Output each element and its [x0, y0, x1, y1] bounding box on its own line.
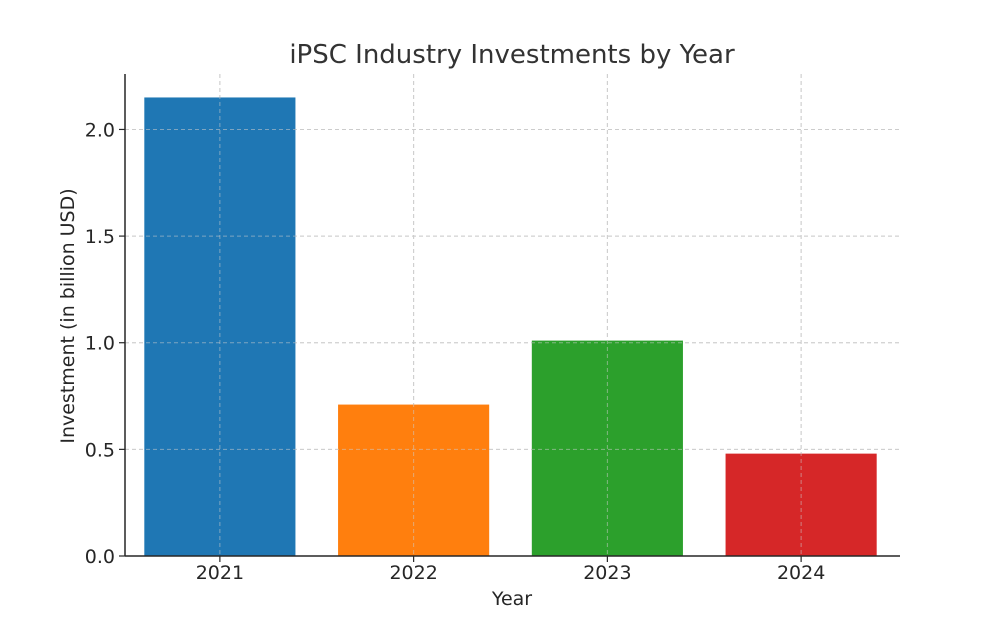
- y-ticks: 0.0 0.5 1.0 1.5 2.0: [85, 119, 125, 568]
- bars: [125, 74, 900, 556]
- y-tick-label: 2.0: [85, 119, 115, 141]
- axes: [124, 74, 900, 557]
- y-axis-label: Investment (in billion USD): [57, 188, 79, 443]
- chart-title: iPSC Industry Investments by Year: [289, 40, 735, 70]
- y-tick-label: 0.0: [85, 546, 115, 568]
- y-tick-label: 1.0: [85, 333, 115, 355]
- x-tick-label: 2021: [196, 562, 244, 584]
- y-tick-label: 1.5: [85, 226, 115, 248]
- x-axis-label: Year: [491, 588, 532, 610]
- x-tick-label: 2022: [389, 562, 437, 584]
- x-tick-label: 2023: [583, 562, 631, 584]
- x-tick-label: 2024: [777, 562, 825, 584]
- x-ticks: 2021 2022 2023 2024: [196, 556, 825, 584]
- y-tick-label: 0.5: [85, 439, 115, 461]
